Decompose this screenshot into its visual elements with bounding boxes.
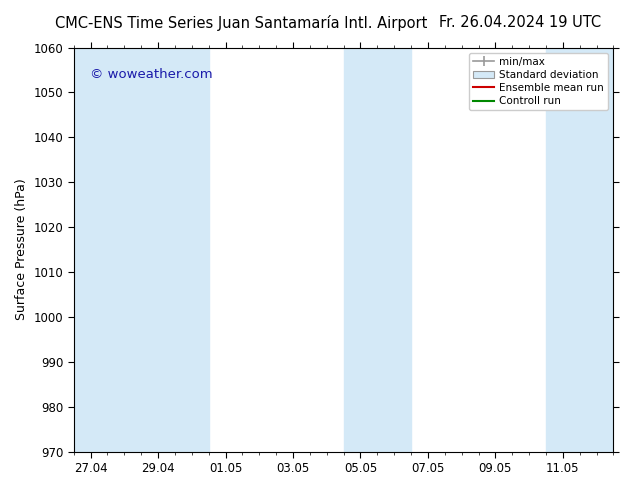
Bar (141, 48, 209, 452)
Text: © woweather.com: © woweather.com (90, 68, 212, 81)
Legend: min/max, Standard deviation, Ensemble mean run, Controll run: min/max, Standard deviation, Ensemble me… (469, 53, 608, 110)
Bar (546, 48, 614, 452)
Bar (344, 48, 411, 452)
Y-axis label: Surface Pressure (hPa): Surface Pressure (hPa) (15, 179, 28, 320)
Bar (74, 48, 141, 452)
Text: CMC-ENS Time Series Juan Santamaría Intl. Airport: CMC-ENS Time Series Juan Santamaría Intl… (55, 15, 427, 31)
Text: Fr. 26.04.2024 19 UTC: Fr. 26.04.2024 19 UTC (439, 15, 601, 30)
